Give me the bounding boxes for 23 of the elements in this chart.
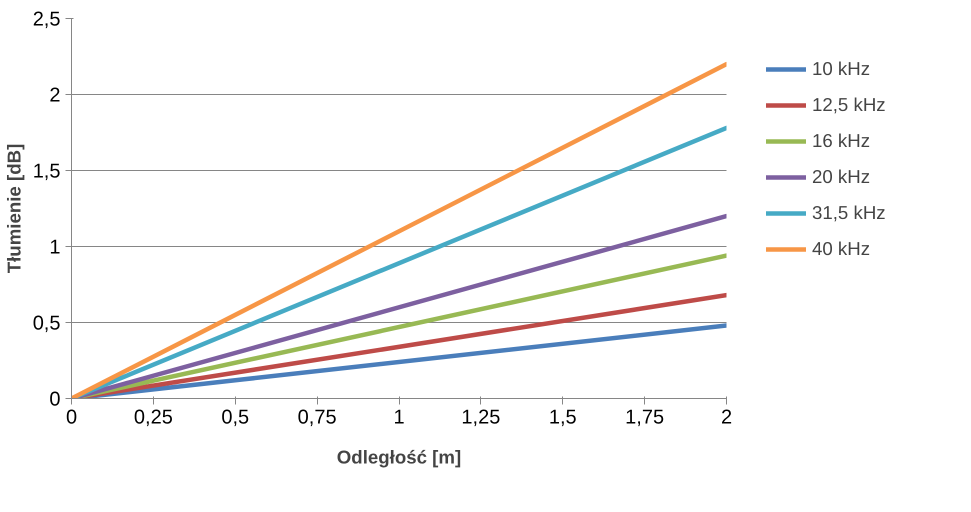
legend-label: 12,5 kHz — [812, 94, 886, 116]
legend-label: 40 kHz — [812, 238, 870, 260]
x-tick-label: 2 — [720, 406, 732, 428]
y-tick-label: 1,5 — [32, 160, 61, 182]
legend-label: 16 kHz — [812, 130, 870, 152]
x-tick-label: 1,75 — [625, 406, 664, 428]
x-tick-label: 1,25 — [461, 406, 500, 428]
y-tick-label: 0,5 — [32, 312, 61, 334]
x-tick-label: 0 — [66, 406, 78, 428]
x-tick-label: 0,75 — [298, 406, 337, 428]
y-tick-label: 2,5 — [32, 8, 61, 30]
x-tick-label: 1,5 — [548, 406, 577, 428]
y-tick-label: 0 — [49, 388, 60, 410]
legend-label: 10 kHz — [812, 58, 870, 80]
y-tick-label: 2 — [49, 84, 60, 106]
legend-label: 31,5 kHz — [812, 202, 886, 224]
x-tick-label: 0,25 — [134, 406, 173, 428]
legend-label: 20 kHz — [812, 166, 870, 188]
y-tick-label: 1 — [49, 236, 60, 258]
x-tick-label: 1 — [393, 406, 405, 428]
x-axis-title: Odległość [m] — [336, 446, 462, 468]
y-axis-title: Tłumienie [dB] — [4, 144, 25, 274]
x-tick-label: 0,5 — [221, 406, 250, 428]
